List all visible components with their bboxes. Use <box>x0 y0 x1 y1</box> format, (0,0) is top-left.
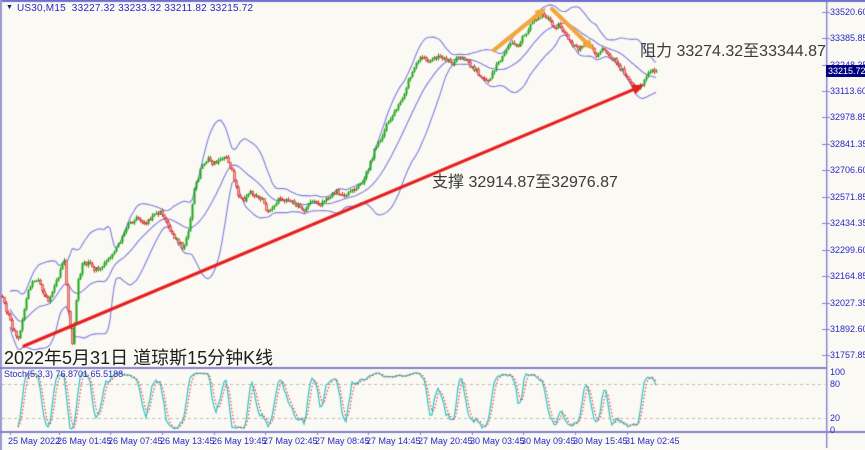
x-axis-label: 26 May 01:45 <box>57 436 112 446</box>
y-axis-label: 32841.35 <box>830 139 865 150</box>
x-axis-label: 30 May 15:45 <box>573 436 628 446</box>
x-axis-label: 26 May 19:45 <box>212 436 267 446</box>
support-annotation: 支撑 32914.87至32976.87 <box>432 174 618 191</box>
stoch-scale-label: 100 <box>830 367 846 377</box>
y-axis-label: 33113.60 <box>830 86 865 97</box>
y-axis-label: 33248.35 <box>830 60 865 70</box>
y-axis-label: 32978.85 <box>830 112 865 123</box>
stoch-scale-label: 20 <box>830 413 841 424</box>
x-axis-label: 27 May 08:45 <box>315 436 370 446</box>
symbol-dropdown-icon[interactable]: ▼ <box>6 4 13 11</box>
x-axis-label: 27 May 02:45 <box>263 436 318 446</box>
x-axis-label: 26 May 13:45 <box>160 436 215 446</box>
y-axis-label: 32571.85 <box>830 191 865 202</box>
x-axis-label: 30 May 09:45 <box>521 436 576 446</box>
x-axis-label: 26 May 07:45 <box>108 436 163 446</box>
x-axis-label: 27 May 14:45 <box>366 436 421 446</box>
y-axis-label: 32706.60 <box>830 165 865 176</box>
y-axis-label: 32164.85 <box>830 270 865 281</box>
x-axis-label: 27 May 20:45 <box>418 436 473 446</box>
chart-caption: 2022年5月31日 道琼斯15分钟K线 <box>4 348 274 368</box>
y-axis-label: 32434.35 <box>830 218 865 229</box>
chart-title-ohlc: US30,M15 33227.32 33233.32 33211.82 3321… <box>17 3 254 14</box>
x-axis-label: 25 May 2022 <box>8 436 61 446</box>
stoch-scale-label: 80 <box>830 378 841 389</box>
x-axis-label: 30 May 03:45 <box>470 436 525 446</box>
y-axis-label: 31757.85 <box>830 350 865 360</box>
y-axis-label: 32299.60 <box>830 244 865 255</box>
current-price-badge: 33215.72 <box>826 65 865 78</box>
stoch-indicator-label: Stoch(5,3,3) 76.8701 65.5188 <box>4 369 124 379</box>
x-axis-label: 31 May 02:45 <box>625 436 680 446</box>
y-axis-label: 33520.60 <box>830 7 865 17</box>
y-axis-label: 33385.85 <box>830 33 865 44</box>
stoch-scale-label: 0 <box>830 425 836 435</box>
y-axis-label: 32027.35 <box>830 297 865 308</box>
y-axis-label: 31892.60 <box>830 323 865 334</box>
resistance-annotation: 阻力 33274.32至33344.87 <box>640 43 826 60</box>
